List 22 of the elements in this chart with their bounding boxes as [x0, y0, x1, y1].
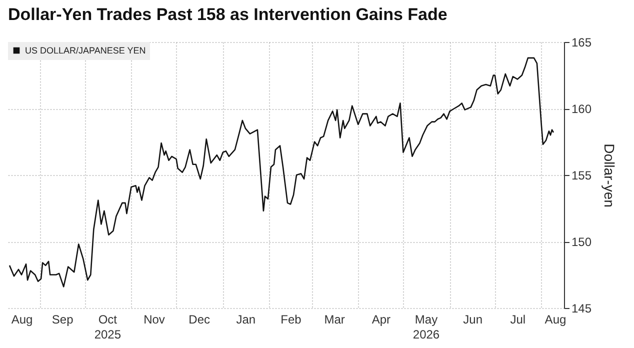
- chart-title: Dollar-Yen Trades Past 158 as Intervention Gains Fade: [8, 5, 448, 24]
- x-tick-label: Apr: [372, 312, 391, 326]
- y-tick-label: 145: [572, 302, 592, 316]
- y-tick-label: 160: [572, 102, 592, 116]
- line-series: [8, 57, 554, 288]
- x-tick-label: Feb: [280, 312, 302, 326]
- x-tick-label: Nov: [144, 312, 165, 326]
- y-tick-label: 155: [572, 168, 592, 182]
- x-tick-label: Sep: [52, 312, 74, 326]
- x-tick-label: Dec: [188, 312, 210, 326]
- legend-label: US DOLLAR/JAPANESE YEN: [25, 46, 146, 56]
- x-tick-label: Mar: [324, 312, 345, 326]
- y-axis-title: Dollar-yen: [602, 144, 618, 208]
- x-tick-label: Jul: [510, 312, 526, 326]
- y-tick-label: 165: [572, 36, 592, 50]
- x-tick-label: Aug: [11, 312, 33, 326]
- x-tick-label: Aug: [544, 312, 566, 326]
- x-tick-label: Jan: [236, 312, 256, 326]
- x-tick-label: May 2026: [412, 312, 440, 342]
- x-tick-label: Jun: [463, 312, 483, 326]
- y-tick-label: 150: [572, 235, 592, 249]
- x-tick-label: Oct 2025: [94, 312, 122, 342]
